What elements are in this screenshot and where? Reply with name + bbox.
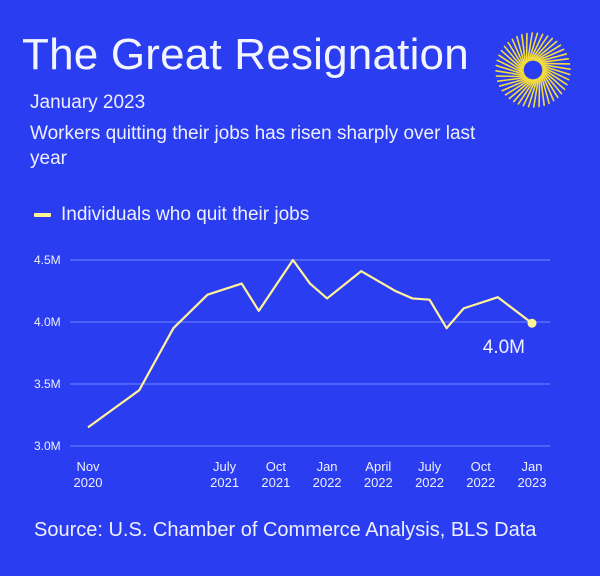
logo-ray: [526, 32, 534, 63]
logo-ray: [503, 45, 524, 70]
series-layer: 4.0M: [87, 258, 537, 429]
x-tick-label: 2022: [313, 475, 342, 490]
logo-ray: [508, 79, 533, 100]
logo-ray: [537, 53, 568, 63]
x-tick-label: April: [365, 459, 391, 474]
series-line: [87, 258, 533, 429]
logo-ray: [522, 78, 537, 107]
end-value-label: 4.0M: [483, 337, 525, 358]
x-tick-label: Nov: [76, 459, 100, 474]
chart-legend: Individuals who quit their jobs: [34, 204, 309, 226]
x-tick-label: 2022: [364, 475, 393, 490]
logo-ray: [498, 77, 529, 87]
logo-ray: [496, 59, 525, 74]
x-tick-label: 2023: [518, 475, 547, 490]
line-chart: 4.5M4.0M3.5M3.0M Nov2020July2021Oct2021J…: [34, 253, 550, 490]
logo-ray: [539, 75, 545, 107]
y-tick-label: 4.0M: [34, 315, 61, 329]
legend-swatch: [34, 213, 51, 217]
x-axis-ticks: Nov2020July2021Oct2021Jan2022April2022Ju…: [74, 459, 547, 490]
logo-ray: [495, 69, 526, 77]
logo-ray: [529, 33, 544, 62]
logo-ray: [511, 38, 525, 67]
x-tick-label: Jan: [522, 459, 543, 474]
legend-label: Individuals who quit their jobs: [61, 204, 310, 225]
logo-ray: [538, 58, 570, 64]
source-note: Source: U.S. Chamber of Commerce Analysi…: [34, 519, 537, 541]
logo-ray: [542, 69, 566, 91]
logo-ray: [500, 49, 524, 71]
sunburst-logo-icon: [495, 32, 571, 108]
x-tick-label: 2022: [466, 475, 495, 490]
grid-layer: [70, 259, 550, 447]
logo-ray: [541, 72, 559, 99]
logo-ray: [540, 74, 550, 105]
logo-ray: [507, 41, 525, 68]
logo-ray: [530, 35, 549, 61]
logo-ray: [536, 48, 565, 62]
x-tick-label: July: [418, 459, 442, 474]
y-tick-label: 3.5M: [34, 377, 61, 391]
logo-ray: [512, 79, 534, 103]
logo-ray: [539, 62, 571, 65]
chart-subtitle: January 2023: [30, 92, 146, 113]
x-tick-label: July: [213, 459, 237, 474]
logo-ray: [521, 33, 527, 65]
logo-ray: [541, 73, 555, 102]
logo-ray: [541, 66, 570, 81]
x-tick-label: 2021: [210, 475, 239, 490]
logo-ray: [538, 76, 541, 108]
y-axis-ticks: 4.5M 4.0M 3.5M 3.0M: [34, 253, 61, 453]
y-tick-label: 4.5M: [34, 253, 61, 267]
page-title: The Great Resignation: [22, 30, 469, 79]
logo-ray: [525, 32, 528, 64]
logo-ray: [504, 78, 531, 96]
logo-ray: [542, 70, 563, 95]
logo-ray: [498, 54, 524, 73]
logo-ray: [540, 63, 571, 71]
logo-ray: [495, 64, 525, 75]
end-point-marker: [527, 318, 537, 328]
x-tick-label: 2021: [261, 475, 290, 490]
logo-ray: [542, 67, 568, 86]
x-tick-label: 2022: [415, 475, 444, 490]
x-tick-label: Jan: [317, 459, 338, 474]
logo-ray: [517, 79, 536, 105]
x-tick-label: Oct: [471, 459, 492, 474]
logo-ray: [532, 77, 540, 108]
logo-ray: [527, 78, 538, 108]
logo-ray: [496, 76, 528, 82]
logo-ray: [535, 44, 562, 62]
logo-ray: [528, 32, 539, 62]
chart-description: Workers quitting their jobs has risen sh…: [30, 123, 476, 169]
x-tick-label: 2020: [74, 475, 103, 490]
logo-ray: [495, 75, 527, 78]
logo-ray: [541, 65, 571, 76]
logo-ray: [533, 40, 558, 61]
x-tick-label: Oct: [266, 459, 287, 474]
logo-ray: [501, 78, 530, 92]
logo-ray: [532, 37, 554, 61]
logo-ray: [516, 35, 526, 66]
y-tick-label: 3.0M: [34, 439, 61, 453]
